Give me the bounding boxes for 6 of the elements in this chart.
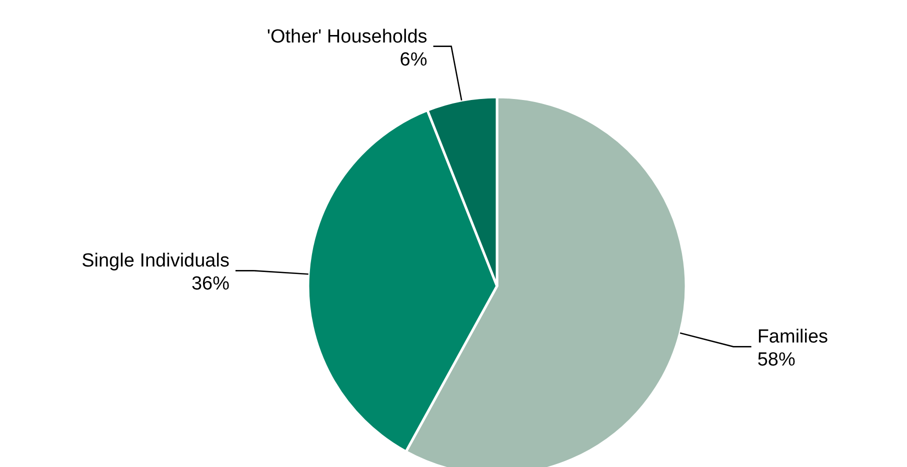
slice-label: Single Individuals [82, 250, 230, 272]
data-label: 6% [400, 49, 428, 70]
slice-label: Families [757, 326, 828, 348]
data-label: 58% [757, 350, 796, 371]
slice-label: 'Other' Households [266, 26, 428, 48]
data-label: 36% [191, 274, 230, 295]
